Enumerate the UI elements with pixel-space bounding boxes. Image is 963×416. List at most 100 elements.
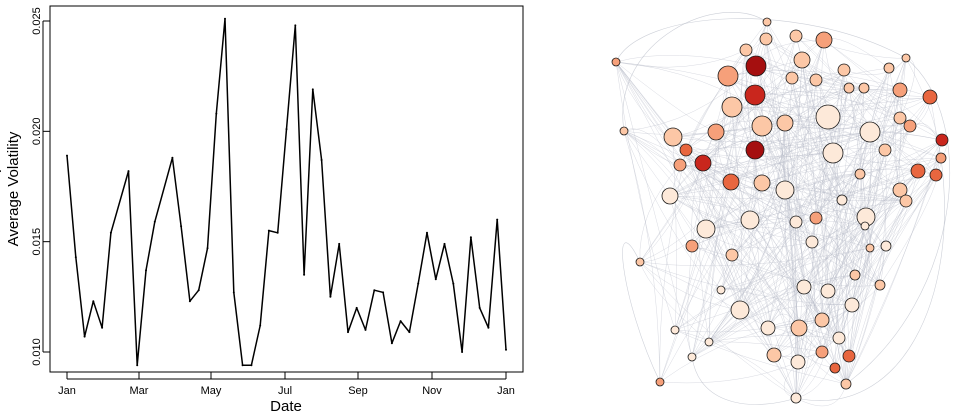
data-point — [285, 128, 288, 131]
network-edge — [766, 21, 834, 154]
network-node — [899, 194, 913, 208]
network-edge — [803, 67, 890, 288]
network-node — [859, 121, 881, 143]
network-node — [843, 82, 855, 94]
network-edge — [691, 216, 867, 358]
network-edge — [615, 49, 747, 68]
network-edge — [784, 122, 867, 218]
network-graph-svg — [611, 12, 950, 407]
data-point — [197, 289, 200, 292]
data-point — [303, 273, 306, 276]
network-edge — [615, 61, 676, 331]
network-node — [849, 269, 861, 281]
network-node — [901, 53, 911, 63]
data-point — [382, 291, 385, 294]
data-point — [267, 229, 270, 232]
network-edge — [803, 117, 901, 288]
data-point — [311, 88, 314, 91]
data-point — [206, 247, 209, 250]
data-point — [426, 231, 428, 234]
network-edge — [674, 69, 845, 331]
network-edge — [754, 149, 881, 286]
network-edge — [679, 164, 881, 286]
network-node — [935, 133, 949, 147]
y-tick-label: 0.010 — [31, 338, 43, 366]
network-node — [922, 89, 938, 105]
network-node — [739, 43, 753, 57]
data-point — [469, 236, 472, 239]
network-edge — [691, 174, 937, 247]
network-node — [844, 297, 860, 313]
network-edge — [841, 57, 907, 201]
network-node — [776, 114, 794, 132]
network-edge — [765, 38, 798, 399]
network-node — [722, 173, 740, 191]
network-node — [874, 279, 886, 291]
network-edge — [795, 174, 937, 399]
network-graph — [600, 0, 963, 416]
network-edge — [755, 65, 937, 176]
network-edge — [843, 57, 907, 76]
x-axis: Jan Mar May Jul Sep Nov Jan — [58, 372, 515, 397]
network-node — [745, 55, 767, 77]
network-edge — [731, 254, 823, 353]
network-edge — [835, 69, 845, 339]
network-node — [820, 283, 836, 299]
network-edge — [622, 12, 768, 132]
network-edge — [639, 261, 769, 329]
network-node — [717, 65, 739, 87]
network-node — [840, 378, 852, 390]
network-node — [663, 127, 683, 147]
network-edge — [754, 125, 911, 151]
network-node — [696, 219, 716, 239]
network-edge — [795, 35, 919, 172]
network-edge — [834, 200, 907, 369]
network-edge — [705, 226, 871, 249]
data-point — [505, 348, 507, 351]
network-edge — [623, 130, 741, 311]
network-edge — [639, 247, 871, 267]
network-node — [883, 62, 895, 74]
data-point — [101, 326, 104, 329]
network-edge — [761, 125, 843, 201]
network-edge — [731, 106, 843, 201]
network-edge — [841, 225, 866, 385]
plot-frame — [49, 5, 524, 373]
network-edge — [708, 170, 919, 343]
network-edge — [685, 149, 797, 399]
network-edge — [615, 61, 800, 329]
network-edge — [827, 149, 886, 292]
x-tick-label: Jan — [497, 385, 515, 397]
network-node — [860, 221, 870, 231]
data-point — [478, 306, 481, 309]
network-edge — [754, 94, 843, 201]
network-edge — [615, 61, 786, 124]
network-node — [892, 182, 908, 198]
network-edge — [674, 329, 847, 385]
network-node — [929, 168, 943, 182]
network-edge — [739, 139, 943, 311]
network-node — [903, 119, 917, 133]
network-node — [796, 279, 812, 295]
network-node — [704, 337, 714, 347]
network-edge — [615, 61, 840, 339]
data-point — [320, 159, 323, 161]
network-edge — [788, 77, 800, 329]
data-point — [92, 300, 95, 303]
network-node — [670, 325, 680, 335]
data-point — [250, 364, 253, 367]
network-edge — [705, 228, 823, 353]
network-edge — [639, 261, 710, 343]
network-edge — [639, 181, 732, 263]
network-edge — [754, 131, 871, 151]
network-node — [935, 152, 947, 164]
network-node — [744, 84, 766, 106]
network-edge — [708, 341, 823, 353]
data-point — [461, 351, 464, 353]
data-point — [347, 331, 349, 334]
network-edge — [623, 130, 661, 383]
network-node — [858, 82, 870, 94]
data-point — [276, 231, 279, 234]
network-node — [854, 168, 866, 180]
data-point — [259, 324, 262, 327]
